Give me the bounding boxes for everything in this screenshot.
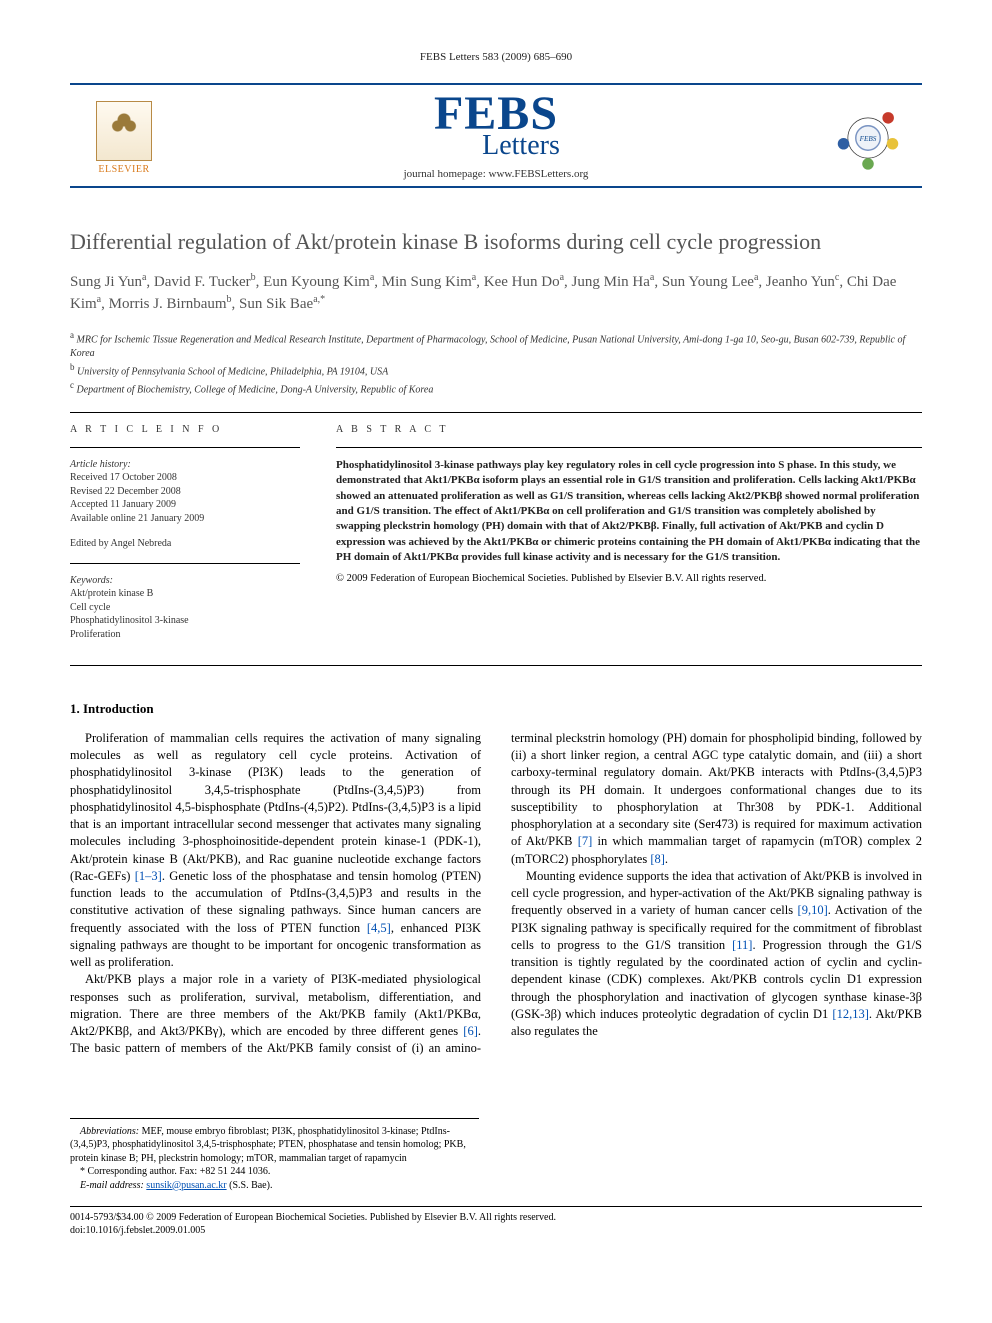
homepage-label: journal homepage:	[404, 168, 489, 180]
email-line: E-mail address: sunsik@pusan.ac.kr (S.S.…	[70, 1179, 479, 1193]
history-line: Received 17 October 2008	[70, 472, 177, 483]
history-label: Article history:	[70, 459, 131, 470]
citation-ref[interactable]: [7]	[578, 834, 593, 848]
footer-doi: doi:10.1016/j.febslet.2009.01.005	[70, 1224, 922, 1237]
body-text: Proliferation of mammalian cells require…	[70, 730, 922, 1058]
affiliation-list: a MRC for Ischemic Tissue Regeneration a…	[70, 329, 922, 396]
abstract-copyright: © 2009 Federation of European Biochemica…	[336, 572, 922, 587]
email-link[interactable]: sunsik@pusan.ac.kr	[146, 1180, 226, 1191]
svg-text:FEBS: FEBS	[859, 135, 877, 143]
article-info-column: A R T I C L E I N F O Article history: R…	[70, 423, 300, 653]
abbreviations-line: Abbreviations: MEF, mouse embryo fibrobl…	[70, 1125, 479, 1166]
footer-copyright: 0014-5793/$34.00 © 2009 Federation of Eu…	[70, 1211, 922, 1224]
divider	[336, 447, 922, 448]
divider	[70, 412, 922, 413]
abbrev-label: Abbreviations:	[80, 1126, 139, 1137]
corresponding-author: * Corresponding author. Fax: +82 51 244 …	[70, 1165, 479, 1179]
citation-ref[interactable]: [9,10]	[798, 903, 828, 917]
citation-ref[interactable]: [4,5]	[367, 921, 391, 935]
divider	[70, 447, 300, 448]
keyword: Proliferation	[70, 629, 121, 640]
elsevier-tree-icon	[96, 101, 152, 161]
citation-ref[interactable]: [12,13]	[832, 1007, 868, 1021]
journal-logo-block: FEBS Letters journal homepage: www.FEBSL…	[164, 95, 828, 182]
keyword: Phosphatidylinositol 3-kinase	[70, 615, 189, 626]
citation-ref[interactable]: [11]	[732, 938, 752, 952]
section-1-title: 1. Introduction	[70, 700, 922, 718]
keyword: Akt/protein kinase B	[70, 588, 153, 599]
author-list: Sung Ji Yuna, David F. Tuckerb, Eun Kyou…	[70, 271, 922, 315]
history-line: Accepted 11 January 2009	[70, 499, 176, 510]
article-title: Differential regulation of Akt/protein k…	[70, 228, 922, 256]
society-logo: FEBS	[828, 102, 908, 174]
edited-by: Edited by Angel Nebreda	[70, 537, 300, 551]
journal-homepage: journal homepage: www.FEBSLetters.org	[164, 167, 828, 182]
email-label: E-mail address:	[80, 1180, 146, 1191]
keywords-label: Keywords:	[70, 575, 113, 586]
body-paragraph: Proliferation of mammalian cells require…	[70, 730, 481, 972]
homepage-url[interactable]: www.FEBSLetters.org	[489, 168, 589, 180]
abstract-column: A B S T R A C T Phosphatidylinositol 3-k…	[336, 423, 922, 653]
footnotes: Abbreviations: MEF, mouse embryo fibrobl…	[70, 1118, 479, 1193]
elsevier-name: ELSEVIER	[98, 163, 149, 177]
citation-ref[interactable]: [6]	[463, 1024, 478, 1038]
abstract-heading: A B S T R A C T	[336, 423, 922, 437]
journal-name-sub: Letters	[482, 127, 560, 165]
febs-society-icon: FEBS	[832, 102, 904, 174]
citation-ref[interactable]: [8]	[650, 852, 665, 866]
article-info-heading: A R T I C L E I N F O	[70, 423, 300, 437]
history-line: Revised 22 December 2008	[70, 486, 181, 497]
citation-ref[interactable]: [1–3]	[135, 869, 162, 883]
keywords-block: Keywords: Akt/protein kinase B Cell cycle…	[70, 574, 300, 642]
email-person: (S.S. Bae).	[229, 1180, 272, 1191]
divider	[70, 665, 922, 666]
history-line: Available online 21 January 2009	[70, 513, 204, 524]
divider	[70, 563, 300, 564]
article-history: Article history: Received 17 October 200…	[70, 458, 300, 526]
abstract-text: Phosphatidylinositol 3-kinase pathways p…	[336, 458, 922, 566]
elsevier-logo: ELSEVIER	[84, 101, 164, 177]
page-footer: 0014-5793/$34.00 © 2009 Federation of Eu…	[70, 1206, 922, 1237]
running-citation: FEBS Letters 583 (2009) 685–690	[70, 50, 922, 65]
journal-banner: ELSEVIER FEBS Letters journal homepage: …	[70, 83, 922, 188]
body-paragraph: Mounting evidence supports the idea that…	[511, 868, 922, 1041]
keyword: Cell cycle	[70, 602, 110, 613]
